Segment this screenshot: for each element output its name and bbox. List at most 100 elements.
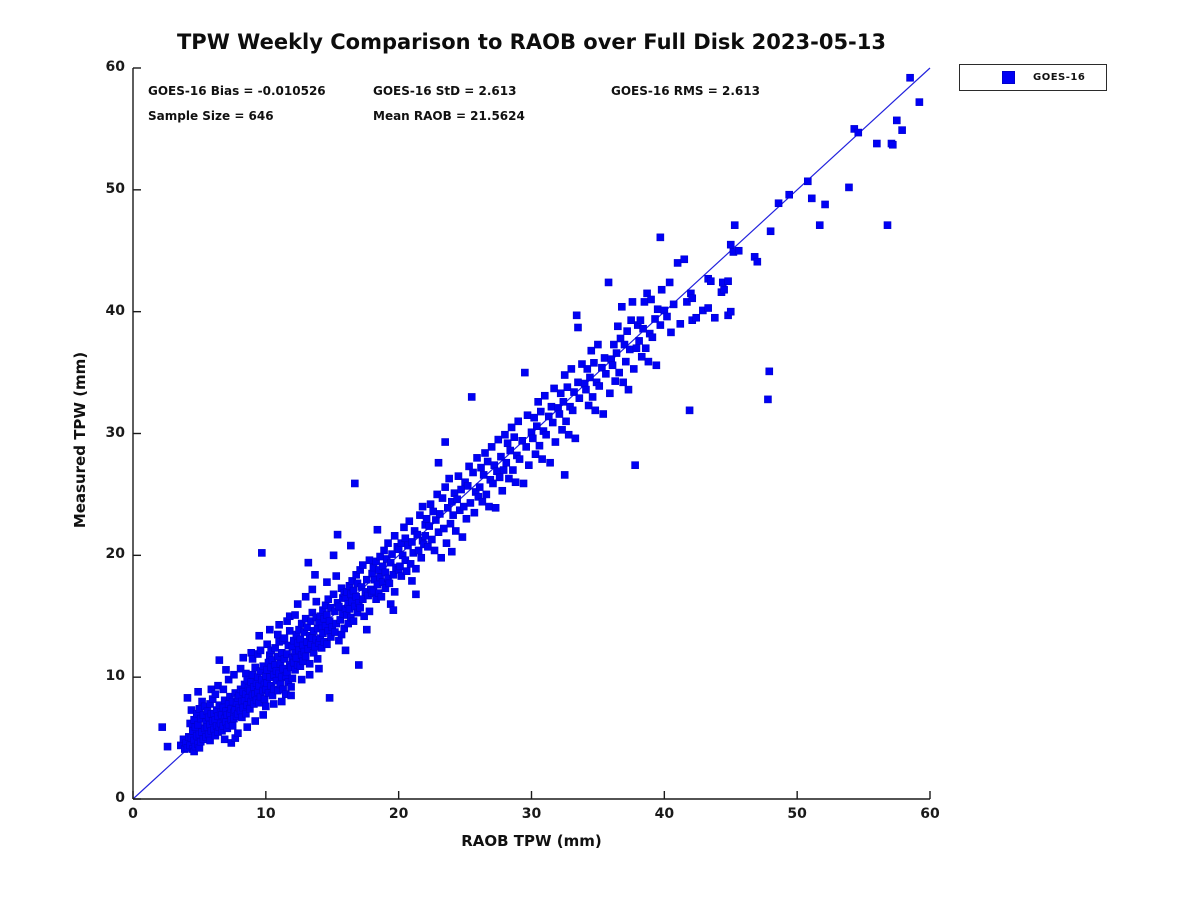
data-point: [469, 468, 477, 477]
data-point: [386, 558, 395, 567]
data-point: [315, 664, 323, 673]
data-point: [479, 471, 488, 479]
data-point: [194, 687, 202, 696]
data-point: [365, 556, 374, 565]
data-point: [535, 441, 544, 450]
data-point: [523, 411, 532, 420]
data-point: [647, 295, 655, 304]
data-point: [529, 434, 537, 443]
x-tick-label: 10: [256, 806, 276, 822]
data-point: [606, 389, 614, 398]
data-point: [574, 378, 582, 387]
data-point: [408, 577, 416, 585]
data-point: [280, 634, 289, 642]
data-point: [506, 446, 515, 455]
data-point: [470, 508, 479, 517]
data-point: [720, 285, 728, 294]
data-point: [560, 371, 569, 379]
data-point: [444, 504, 452, 512]
data-point: [434, 458, 443, 467]
x-tick-label: 60: [920, 806, 940, 822]
data-point: [562, 417, 570, 426]
data-point: [628, 298, 637, 306]
data-point: [519, 479, 528, 488]
data-point: [449, 511, 457, 519]
data-point: [623, 327, 631, 335]
data-point: [815, 221, 824, 229]
data-point: [224, 675, 233, 684]
data-point: [397, 572, 406, 580]
data-point: [351, 479, 359, 488]
data-point: [251, 717, 260, 725]
data-point: [462, 514, 471, 523]
data-point: [428, 535, 436, 544]
data-point: [372, 557, 380, 566]
data-point: [624, 385, 633, 394]
data-point: [560, 471, 569, 479]
data-point: [255, 631, 263, 640]
data-point: [388, 550, 396, 558]
data-point: [584, 401, 593, 410]
data-point: [673, 259, 682, 267]
data-point: [656, 321, 665, 329]
data-point: [821, 200, 829, 209]
data-point: [726, 307, 735, 316]
data-point: [538, 455, 546, 463]
data-point: [548, 418, 557, 427]
data-point: [530, 413, 538, 422]
data-point: [275, 620, 283, 629]
data-point: [873, 139, 881, 148]
data-point: [625, 345, 634, 354]
data-point: [635, 337, 643, 345]
data-point: [390, 588, 399, 596]
data-point: [495, 473, 504, 482]
data-point: [158, 723, 167, 731]
data-point: [892, 116, 901, 125]
data-point: [323, 578, 331, 586]
data-point: [422, 514, 431, 523]
data-point: [600, 354, 609, 362]
data-point: [413, 530, 422, 539]
data-point: [614, 322, 622, 331]
data-point: [430, 546, 439, 555]
data-point: [536, 407, 545, 416]
stat-sample-size: Sample Size = 646: [148, 109, 274, 123]
data-point: [648, 333, 657, 342]
data-point: [324, 595, 333, 603]
data-point: [308, 608, 317, 617]
data-point: [498, 486, 507, 495]
data-point: [228, 722, 237, 730]
data-point: [220, 735, 229, 744]
data-point: [262, 702, 270, 711]
data-point: [582, 385, 590, 394]
data-point: [305, 659, 314, 668]
data-point: [236, 664, 245, 673]
data-point: [355, 661, 363, 669]
data-point: [564, 430, 573, 439]
data-point: [465, 462, 473, 471]
data-point: [618, 302, 626, 311]
data-point: [183, 694, 192, 702]
data-point: [454, 472, 463, 480]
data-point: [483, 457, 492, 466]
data-point: [575, 394, 584, 402]
data-point: [313, 655, 322, 663]
data-point: [616, 334, 625, 343]
data-point: [803, 177, 812, 186]
data-point: [669, 300, 678, 309]
data-point: [734, 246, 743, 255]
y-tick-label: 30: [105, 424, 125, 441]
data-point: [445, 474, 453, 483]
data-point: [559, 398, 568, 406]
data-point: [421, 532, 430, 540]
data-point: [599, 410, 608, 418]
data-point: [405, 517, 414, 526]
data-point: [385, 579, 394, 588]
data-point: [491, 504, 500, 512]
data-point: [359, 561, 367, 569]
data-point: [639, 324, 647, 333]
data-point: [239, 653, 248, 662]
data-point: [711, 313, 719, 322]
data-point: [425, 522, 434, 530]
